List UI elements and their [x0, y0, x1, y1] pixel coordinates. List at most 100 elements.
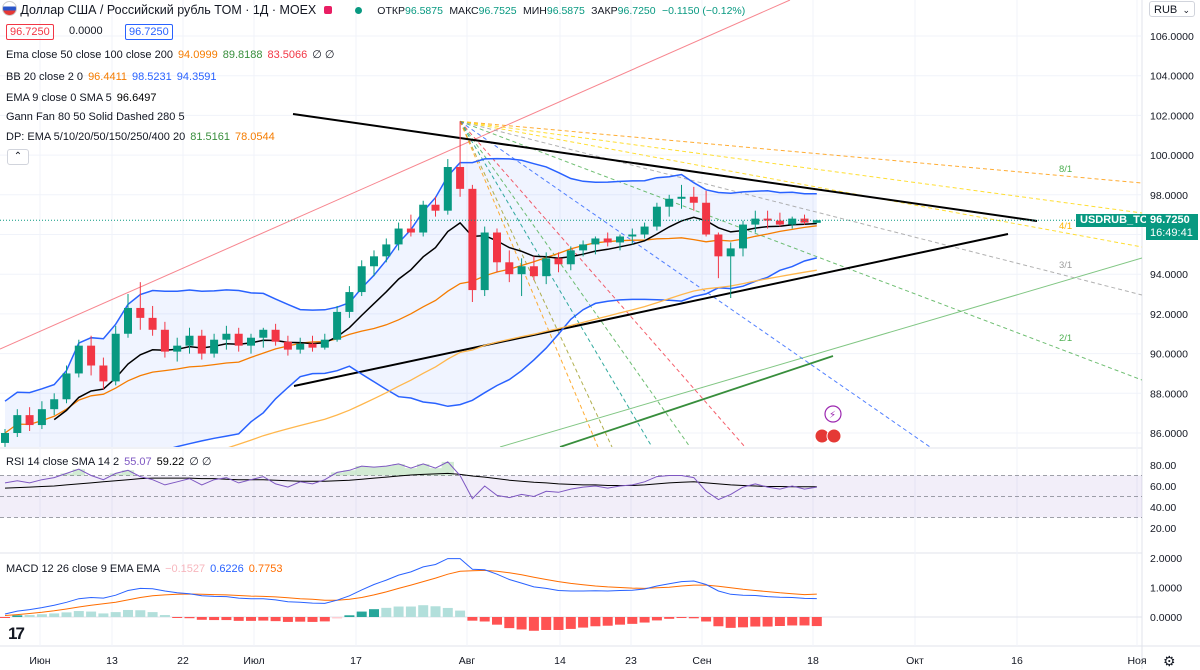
macd-histogram-bar: [221, 617, 232, 621]
candle-body: [197, 335, 206, 354]
status-icon: [323, 6, 332, 14]
macd-histogram-bar: [590, 617, 601, 627]
candle-body: [74, 345, 83, 374]
candle-body: [160, 329, 169, 352]
macd-histogram-bar: [36, 614, 47, 617]
candle-body: [37, 409, 46, 426]
time-tick-label: Июн: [29, 655, 50, 667]
candle-body: [566, 250, 575, 265]
rsi-pane[interactable]: [0, 461, 1142, 518]
macd-histogram-bar: [651, 617, 662, 621]
candle-body: [296, 343, 305, 350]
time-tick-label: 13: [106, 655, 118, 667]
chevron-down-icon: ⌄: [1182, 5, 1190, 15]
gann-legend[interactable]: Gann Fan 80 50 Solid Dashed 280 5: [6, 111, 185, 123]
macd-histogram-bar: [541, 617, 552, 630]
macd-histogram-bar: [430, 606, 441, 617]
macd-histogram-bar: [811, 617, 822, 627]
gann-fan-line: [460, 120, 1142, 248]
macd-histogram-bar: [295, 617, 306, 622]
symbol-price-label: USDRUB_TOM: [1076, 214, 1162, 227]
macd-histogram-bar: [369, 609, 379, 617]
macd-tick-label: 0.0000: [1150, 612, 1182, 624]
macd-histogram-bar: [135, 610, 146, 617]
gann-fan-line: [459, 120, 931, 447]
ema-legend[interactable]: Ema close 50 close 100 close 200 94.0999 8…: [6, 49, 335, 61]
gann-fan-line: [460, 120, 1142, 214]
macd-histogram-bar: [282, 617, 293, 622]
candle-body: [763, 218, 772, 221]
candle-body: [185, 335, 194, 346]
macd-histogram-bar: [418, 605, 429, 617]
rsi-legend[interactable]: RSI 14 close SMA 14 2 55.07 59.22 ∅ ∅: [6, 456, 212, 468]
time-tick-label: Июл: [243, 655, 264, 667]
price-pane[interactable]: 8/1 4/1 3/1 2/1 ⚡: [0, 0, 1142, 547]
candle-body: [173, 345, 182, 352]
ohlc-open: ОТКР96.5875: [377, 5, 443, 17]
price-tick-label: 104.0000: [1150, 71, 1194, 83]
candle-body: [247, 337, 255, 346]
ohlc-close: ЗАКР96.7250: [591, 5, 656, 17]
bar-countdown-label: 16:49:41: [1146, 227, 1198, 240]
rsi-line: [4, 461, 817, 501]
ema-50-line: [228, 269, 817, 447]
time-tick-label: 18: [807, 655, 819, 667]
macd-histogram-bar: [688, 617, 699, 619]
price-tick-label: 88.0000: [1150, 388, 1188, 400]
dp-legend[interactable]: DP: EMA 5/10/20/50/150/250/400 20 81.5161…: [6, 131, 275, 143]
bid-price-box[interactable]: 96.7250: [6, 24, 54, 40]
macd-histogram-bar: [615, 617, 625, 625]
time-tick-label: Ноя: [1127, 655, 1146, 667]
macd-histogram-bar: [405, 606, 416, 617]
macd-legend[interactable]: MACD 12 26 close 9 EMA EMA −0.1527 0.6226 0…: [6, 563, 283, 575]
macd-histogram-bar: [258, 617, 269, 621]
candle-body: [382, 244, 391, 257]
candle-body: [726, 248, 735, 257]
candle-body: [234, 333, 243, 346]
candle-body: [714, 234, 723, 257]
candle-body: [308, 343, 317, 348]
candle-body: [689, 196, 698, 203]
spread-value: 0.0000: [69, 25, 103, 37]
macd-histogram-bar: [270, 617, 281, 622]
macd-pane[interactable]: [0, 558, 1142, 631]
candle-body: [603, 238, 612, 243]
ask-price-box[interactable]: 96.7250: [125, 24, 173, 40]
macd-histogram-bar: [553, 617, 564, 630]
macd-histogram-bar: [492, 617, 502, 625]
collapse-legend-button[interactable]: ⌃: [7, 149, 29, 165]
market-open-dot-icon: [354, 7, 362, 14]
ema9-legend[interactable]: EMA 9 close 0 SMA 5 96.6497: [6, 92, 157, 104]
price-tick-label: 102.0000: [1150, 110, 1194, 122]
macd-histogram-bar: [467, 617, 478, 621]
bb-legend[interactable]: BB 20 close 2 0 96.4411 98.5231 94.3591: [6, 71, 217, 83]
macd-tick-label: 1.0000: [1150, 583, 1182, 595]
macd-histogram-bar: [159, 615, 170, 617]
macd-histogram-bar: [713, 617, 724, 627]
bollinger-basis-line: [4, 225, 817, 434]
candle-body: [99, 365, 108, 382]
price-tick-label: 100.0000: [1150, 150, 1194, 162]
rsi-tick-label: 40.00: [1150, 502, 1176, 514]
macd-histogram-bar: [319, 617, 330, 622]
macd-histogram-bar: [516, 617, 527, 630]
candle-body: [148, 317, 157, 330]
macd-histogram-bar: [774, 617, 785, 626]
currency-select[interactable]: RUB ⌄: [1149, 1, 1195, 17]
macd-histogram-bar: [209, 617, 220, 621]
candle-body: [124, 307, 132, 334]
macd-histogram-bar: [565, 617, 576, 629]
ohlc-change: −0.1150 (−0.12%): [661, 5, 746, 17]
candle-body: [357, 266, 366, 293]
bollinger-lower-line: [64, 257, 817, 447]
symbol-title[interactable]: Доллар США / Российский рубль TOM · 1Д ·…: [20, 3, 317, 17]
macd-histogram-bar: [61, 612, 72, 617]
candle-body: [320, 339, 329, 348]
candle-body: [652, 206, 661, 227]
candle-body: [775, 220, 784, 225]
gear-icon[interactable]: ⚙: [1163, 653, 1176, 669]
gann-fan-line: [459, 121, 613, 447]
tradingview-logo[interactable]: 17: [8, 624, 25, 643]
ema-9-line: [53, 216, 817, 421]
